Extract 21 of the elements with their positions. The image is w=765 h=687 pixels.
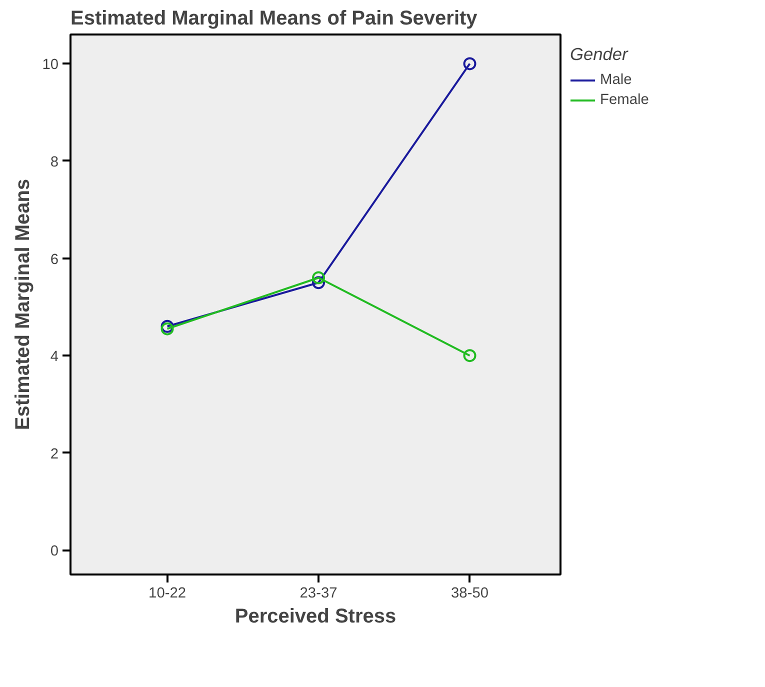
chart-title: Estimated Marginal Means of Pain Severity — [70, 8, 478, 30]
y-tick-label: 6 — [50, 252, 59, 268]
point — [463, 349, 476, 362]
y-tick-label: 8 — [50, 154, 59, 170]
legend-title: Gender — [570, 44, 630, 65]
y-axis-title: Estimated Marginal Means — [12, 178, 34, 430]
legend-label: Female — [600, 92, 649, 108]
y-tick-label: 4 — [50, 349, 59, 366]
y-tick-label: 0 — [50, 544, 59, 560]
x-tick-label: 38-50 — [451, 586, 489, 602]
x-tick-label: 10-22 — [148, 586, 186, 602]
x-axis-title: Perceived Stress — [234, 606, 396, 628]
point — [312, 271, 326, 284]
point — [312, 276, 326, 290]
point — [463, 57, 476, 70]
point — [160, 322, 174, 336]
point — [160, 320, 174, 333]
legend-label: Male — [600, 72, 632, 88]
x-tick-label: 23-37 — [300, 586, 338, 602]
y-tick-label: 10 — [42, 57, 59, 74]
y-tick-label: 2 — [50, 446, 59, 462]
